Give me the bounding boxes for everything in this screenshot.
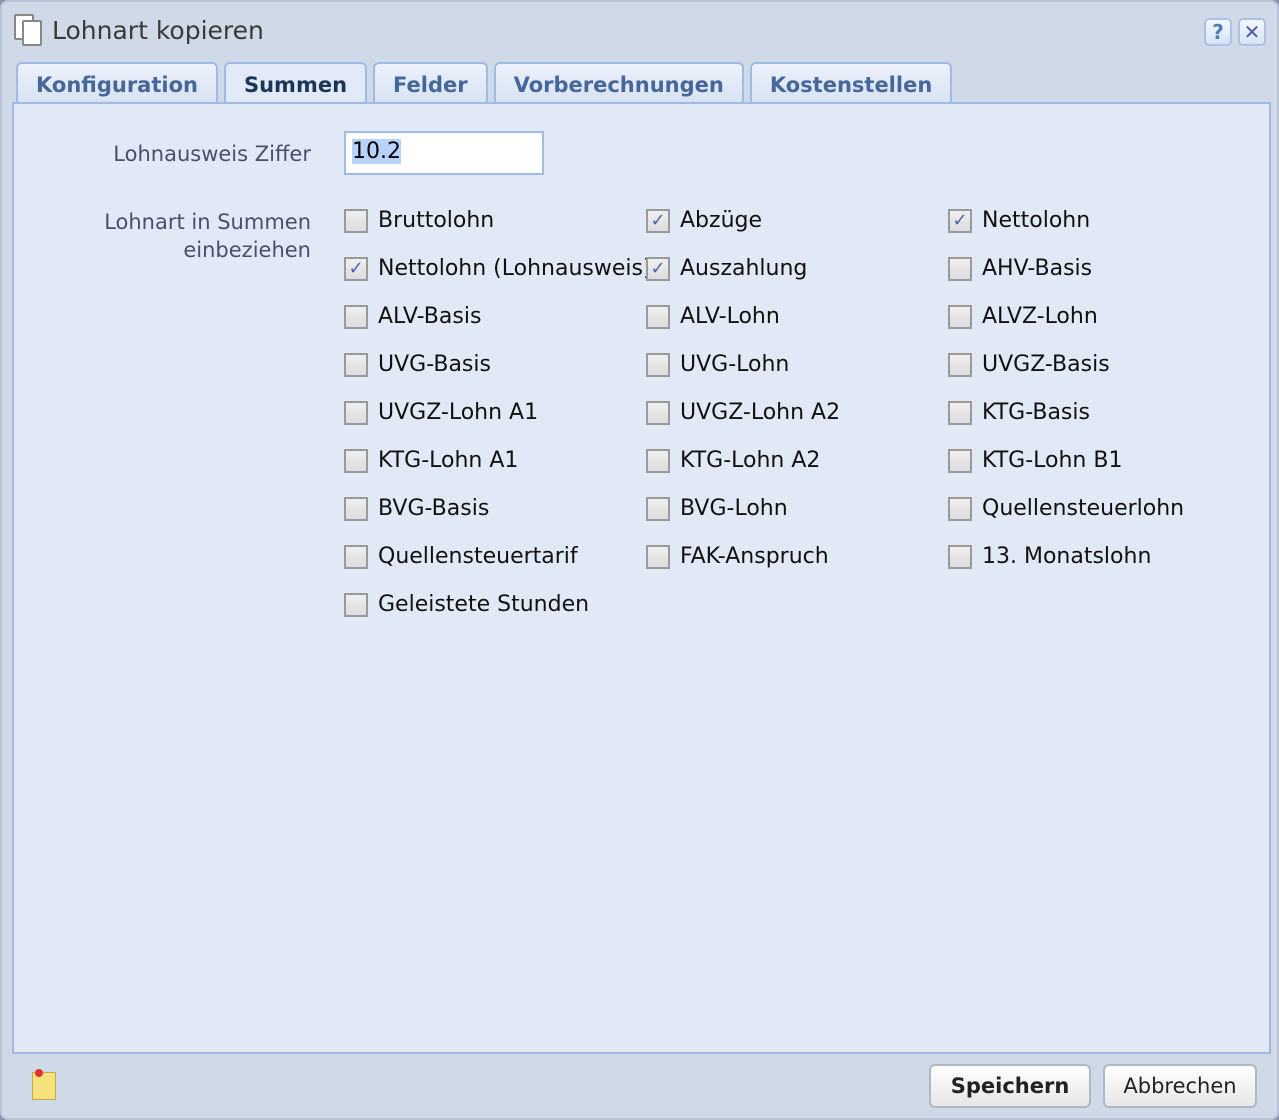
sticky-note-icon[interactable] <box>32 1069 56 1100</box>
checkbox-unchecked[interactable] <box>344 400 368 425</box>
checkbox-item[interactable]: 13. Monatslohn <box>948 544 1151 569</box>
checkbox-item[interactable]: Quellensteuerlohn <box>948 496 1184 521</box>
checkbox-label: Auszahlung <box>680 256 808 281</box>
checkbox-item[interactable]: ALV-Basis <box>344 304 481 329</box>
checkbox-item[interactable]: FAK-Anspruch <box>646 544 829 569</box>
checkbox-item[interactable]: BVG-Lohn <box>646 496 788 521</box>
checkbox-label: BVG-Basis <box>378 496 490 521</box>
tab-vorberechnungen[interactable]: Vorberechnungen <box>493 62 744 103</box>
checkbox-checked[interactable]: ✓ <box>948 208 972 233</box>
checkbox-item[interactable]: ✓ Nettolohn (Lohnausweis) <box>344 256 652 281</box>
checkbox-item[interactable]: Geleistete Stunden <box>344 592 589 617</box>
checkbox-unchecked[interactable] <box>948 448 972 473</box>
checkbox-item[interactable]: UVGZ-Lohn A2 <box>646 400 840 425</box>
checkbox-unchecked[interactable] <box>646 400 670 425</box>
checkbox-item[interactable]: UVGZ-Lohn A1 <box>344 400 538 425</box>
checkbox-unchecked[interactable] <box>948 352 972 377</box>
checkbox-label: UVG-Lohn <box>680 352 790 377</box>
tab-bar: Konfiguration Summen Felder Vorberechnungen… <box>16 62 953 105</box>
checkbox-label: Bruttolohn <box>378 208 495 233</box>
checkbox-label: UVGZ-Basis <box>982 352 1110 377</box>
checkbox-item[interactable]: ✓ Auszahlung <box>646 256 807 281</box>
checkbox-unchecked[interactable] <box>646 496 670 521</box>
checkbox-item[interactable]: KTG-Lohn B1 <box>948 448 1122 473</box>
checkbox-label: UVGZ-Lohn A2 <box>680 400 841 425</box>
checkbox-item[interactable]: Quellensteuertarif <box>344 544 578 569</box>
checkbox-label: Quellensteuerlohn <box>982 496 1185 521</box>
checkbox-item[interactable]: UVG-Lohn <box>646 352 789 377</box>
checkbox-label: KTG-Lohn A2 <box>680 448 821 473</box>
ziffer-value: 10.2 <box>352 139 401 164</box>
checkbox-label: KTG-Lohn A1 <box>378 448 519 473</box>
checkbox-label: Geleistete Stunden <box>378 592 590 617</box>
checkbox-unchecked[interactable] <box>948 496 972 521</box>
checkbox-label: 13. Monatslohn <box>982 544 1152 569</box>
summen-label: Lohnart in Summen einbeziehen <box>104 208 311 264</box>
checkbox-item[interactable]: UVGZ-Basis <box>948 352 1110 377</box>
dialog-title-text: Lohnart kopieren <box>52 15 264 45</box>
checkbox-item[interactable]: UVG-Basis <box>344 352 491 377</box>
checkbox-item[interactable]: ALV-Lohn <box>646 304 780 329</box>
checkbox-label: Nettolohn (Lohnausweis) <box>378 256 652 281</box>
checkbox-checked[interactable]: ✓ <box>344 256 368 281</box>
checkbox-item[interactable]: KTG-Basis <box>948 400 1090 425</box>
checkbox-item[interactable]: KTG-Lohn A1 <box>344 448 518 473</box>
checkbox-item[interactable]: AHV-Basis <box>948 256 1092 281</box>
ziffer-input[interactable]: 10.2 <box>344 131 544 175</box>
checkbox-unchecked[interactable] <box>344 496 368 521</box>
checkbox-item[interactable]: ALVZ-Lohn <box>948 304 1098 329</box>
checkbox-unchecked[interactable] <box>344 352 368 377</box>
close-button[interactable]: ✕ <box>1238 18 1266 46</box>
checkbox-checked[interactable]: ✓ <box>646 208 670 233</box>
checkbox-unchecked[interactable] <box>646 544 670 569</box>
tab-summen[interactable]: Summen <box>223 62 368 105</box>
checkbox-checked[interactable]: ✓ <box>646 256 670 281</box>
ziffer-label: Lohnausweis Ziffer <box>113 142 311 166</box>
copy-document-icon <box>14 14 44 46</box>
checkbox-label: KTG-Basis <box>982 400 1090 425</box>
checkbox-label: AHV-Basis <box>982 256 1093 281</box>
checkbox-unchecked[interactable] <box>948 400 972 425</box>
checkbox-item[interactable]: ✓ Abzüge <box>646 208 762 233</box>
tab-panel-summen: Lohnausweis Ziffer 10.2 Lohnart in Summe… <box>12 102 1271 1054</box>
checkbox-unchecked[interactable] <box>344 592 368 617</box>
checkbox-label: BVG-Lohn <box>680 496 788 521</box>
tab-kostenstellen[interactable]: Kostenstellen <box>749 62 953 103</box>
checkbox-item[interactable]: KTG-Lohn A2 <box>646 448 820 473</box>
checkbox-unchecked[interactable] <box>344 208 368 233</box>
summen-label-line1: Lohnart in Summen <box>104 210 311 234</box>
checkbox-label: UVG-Basis <box>378 352 491 377</box>
checkbox-item[interactable]: ✓ Nettolohn <box>948 208 1090 233</box>
checkbox-unchecked[interactable] <box>646 448 670 473</box>
tab-konfiguration[interactable]: Konfiguration <box>16 62 218 103</box>
checkbox-label: ALV-Lohn <box>680 304 780 329</box>
checkbox-unchecked[interactable] <box>948 304 972 329</box>
checkbox-label: UVGZ-Lohn A1 <box>378 400 539 425</box>
checkbox-label: ALV-Basis <box>378 304 482 329</box>
checkbox-unchecked[interactable] <box>646 304 670 329</box>
checkbox-unchecked[interactable] <box>344 448 368 473</box>
checkbox-unchecked[interactable] <box>948 544 972 569</box>
tab-felder[interactable]: Felder <box>373 62 488 103</box>
checkbox-unchecked[interactable] <box>948 256 972 281</box>
checkbox-unchecked[interactable] <box>344 544 368 569</box>
cancel-button[interactable]: Abbrechen <box>1103 1064 1257 1108</box>
checkbox-unchecked[interactable] <box>344 304 368 329</box>
help-button[interactable]: ? <box>1204 18 1232 46</box>
save-button[interactable]: Speichern <box>929 1064 1091 1108</box>
checkbox-item[interactable]: Bruttolohn <box>344 208 494 233</box>
checkbox-label: ALVZ-Lohn <box>982 304 1098 329</box>
checkbox-label: Nettolohn <box>982 208 1091 233</box>
checkbox-label: Quellensteuertarif <box>378 544 578 569</box>
summen-label-line2: einbeziehen <box>183 238 311 262</box>
checkbox-label: FAK-Anspruch <box>680 544 829 569</box>
checkbox-label: KTG-Lohn B1 <box>982 448 1123 473</box>
checkbox-unchecked[interactable] <box>646 352 670 377</box>
checkbox-label: Abzüge <box>680 208 763 233</box>
checkbox-item[interactable]: BVG-Basis <box>344 496 489 521</box>
dialog-title: Lohnart kopieren <box>14 14 264 46</box>
